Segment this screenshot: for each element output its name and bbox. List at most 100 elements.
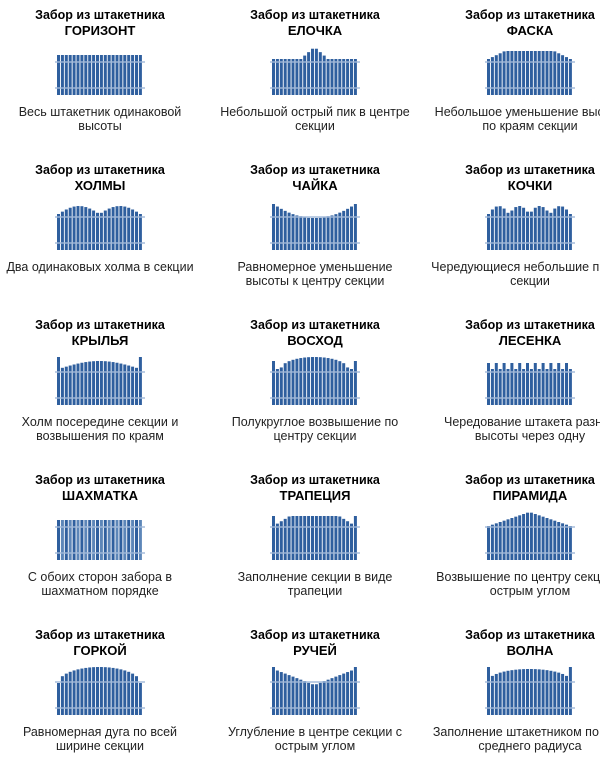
picket bbox=[84, 667, 88, 715]
picket bbox=[119, 669, 123, 715]
fence-item[interactable]: Забор из штакетника ЧАЙКА Равномерное ум… bbox=[215, 163, 415, 288]
picket bbox=[92, 520, 96, 560]
item-title: Забор из штакетника bbox=[35, 473, 165, 487]
fence-item[interactable]: Забор из штакетника ФАСКА Небольшое умен… bbox=[430, 8, 600, 133]
picket bbox=[498, 206, 502, 250]
item-title: Забор из штакетника bbox=[465, 163, 595, 177]
picket bbox=[68, 671, 72, 715]
picket bbox=[514, 369, 518, 405]
picket bbox=[561, 523, 565, 560]
picket bbox=[568, 214, 572, 250]
item-description: Возвышение по центру секции с острым угл… bbox=[436, 570, 600, 598]
fence-item[interactable]: Забор из штакетника ВОСХОД Полукруглое в… bbox=[215, 318, 415, 443]
picket bbox=[303, 55, 307, 95]
picket bbox=[346, 59, 350, 95]
fence-item[interactable]: Забор из штакетника ШАХМАТКА С обоих сто… bbox=[0, 473, 200, 598]
picket bbox=[92, 210, 96, 250]
picket bbox=[295, 59, 299, 95]
picket bbox=[92, 361, 96, 405]
fence-item[interactable]: Забор из штакетника ТРАПЕЦИЯ Заполнение … bbox=[215, 473, 415, 598]
picket bbox=[322, 516, 326, 560]
picket bbox=[338, 212, 342, 250]
fence-item[interactable]: Забор из штакетника ПИРАМИДА Возвышение … bbox=[430, 473, 600, 598]
picket bbox=[518, 515, 522, 560]
item-description: Заполнение штакетником по дуге среднего … bbox=[432, 725, 600, 753]
picket bbox=[127, 207, 131, 250]
item-title: Забор из штакетника bbox=[35, 318, 165, 332]
picket bbox=[307, 217, 311, 250]
picket bbox=[514, 669, 518, 715]
picket bbox=[111, 667, 115, 715]
picket bbox=[553, 208, 557, 250]
picket bbox=[541, 207, 545, 250]
picket bbox=[135, 55, 138, 95]
rail bbox=[485, 371, 575, 373]
picket bbox=[291, 59, 295, 95]
picket bbox=[311, 516, 314, 560]
picket bbox=[72, 206, 76, 250]
fence-item[interactable]: Забор из штакетника ЛЕСЕНКА Чередование … bbox=[430, 318, 600, 443]
picket bbox=[568, 526, 572, 560]
picket bbox=[103, 667, 107, 715]
picket bbox=[119, 363, 123, 405]
picket bbox=[553, 51, 557, 95]
picket bbox=[318, 357, 322, 405]
picket bbox=[506, 369, 510, 405]
picket bbox=[283, 363, 287, 405]
picket bbox=[88, 520, 92, 560]
fence-item[interactable]: Забор из штакетника ХОЛМЫ Два одинаковых… bbox=[0, 163, 200, 274]
item-title: Забор из штакетника bbox=[35, 163, 165, 177]
picket bbox=[76, 55, 80, 95]
picket bbox=[80, 668, 84, 715]
rail bbox=[485, 61, 575, 63]
picket bbox=[510, 51, 514, 95]
picket bbox=[522, 669, 526, 715]
item-description: Чередующиеся небольшие пики в секции bbox=[431, 260, 600, 288]
rail bbox=[485, 397, 575, 399]
rail bbox=[485, 242, 575, 244]
fence-item[interactable]: Забор из штакетника КОЧКИ Чередующиеся н… bbox=[430, 163, 600, 288]
picket bbox=[529, 211, 533, 250]
fence-item[interactable]: Забор из штакетника РУЧЕЙ Углубление в ц… bbox=[215, 628, 415, 753]
fence-brook-icon bbox=[270, 667, 360, 715]
item-name: ВОСХОД bbox=[287, 333, 343, 348]
fence-item[interactable]: Забор из штакетника ГОРИЗОНТ Весь штакет… bbox=[0, 8, 200, 133]
fence-item[interactable]: Забор из штакетника ЕЛОЧКА Небольшой ост… bbox=[215, 8, 415, 133]
picket bbox=[303, 217, 307, 250]
picket bbox=[72, 670, 76, 715]
picket bbox=[342, 673, 346, 715]
picket bbox=[99, 520, 103, 560]
rail bbox=[55, 397, 145, 399]
picket bbox=[115, 362, 119, 405]
fence-chamfer-icon bbox=[485, 51, 575, 95]
picket bbox=[565, 363, 568, 405]
picket bbox=[526, 363, 529, 405]
picket bbox=[64, 673, 68, 715]
fence-pyramid-icon bbox=[485, 512, 575, 560]
picket bbox=[303, 357, 307, 405]
item-title: Забор из штакетника bbox=[465, 473, 595, 487]
picket bbox=[514, 51, 518, 95]
picket bbox=[311, 357, 314, 405]
picket bbox=[103, 361, 107, 405]
picket bbox=[518, 206, 522, 250]
picket bbox=[103, 210, 107, 250]
fence-item[interactable]: Забор из штакетника КРЫЛЬЯ Холм посереди… bbox=[0, 318, 200, 443]
picket bbox=[99, 667, 103, 715]
rail bbox=[270, 552, 360, 554]
picket bbox=[72, 55, 76, 95]
picket bbox=[549, 363, 553, 405]
picket bbox=[494, 363, 498, 405]
picket bbox=[60, 367, 64, 405]
fence-item[interactable]: Забор из штакетника ГОРКОЙ Равномерная д… bbox=[0, 628, 200, 753]
picket bbox=[287, 675, 291, 715]
picket bbox=[565, 524, 568, 560]
picket bbox=[322, 681, 326, 715]
picket bbox=[64, 366, 68, 405]
item-description: Полукруглое возвышение по центру секции bbox=[231, 415, 399, 443]
picket bbox=[111, 362, 115, 405]
fence-hills-icon bbox=[55, 206, 145, 250]
picket bbox=[272, 667, 275, 715]
fence-item[interactable]: Забор из штакетника ВОЛНА Заполнение шта… bbox=[430, 628, 600, 753]
picket bbox=[103, 55, 107, 95]
